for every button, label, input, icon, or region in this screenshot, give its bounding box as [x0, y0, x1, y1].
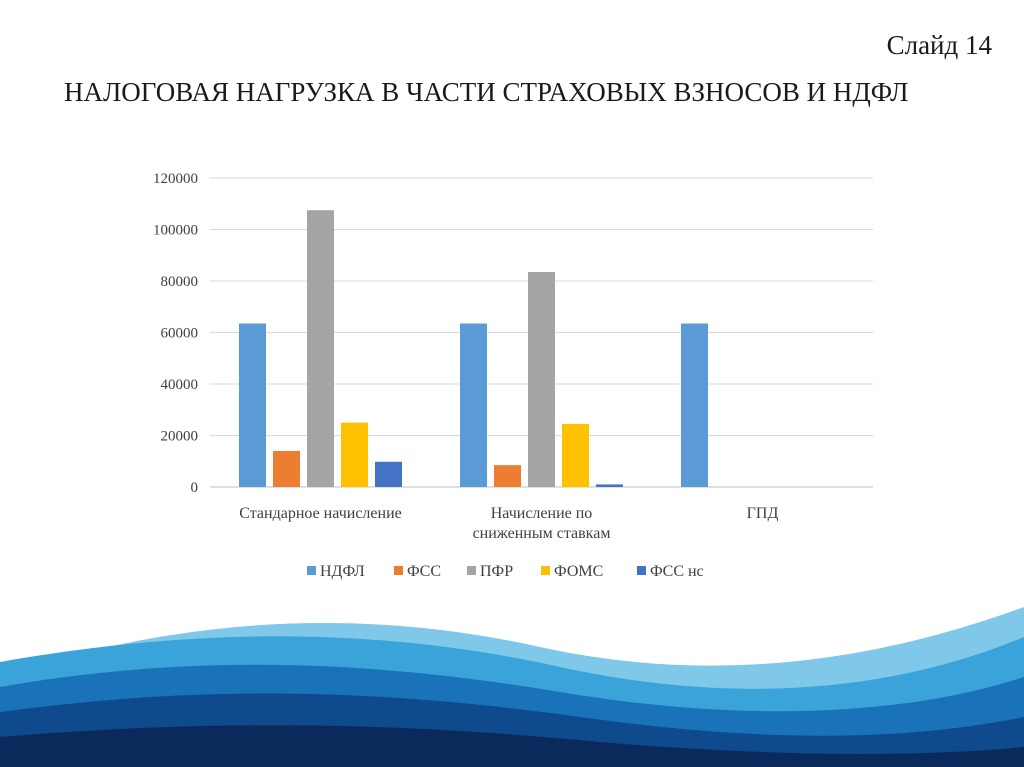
legend-swatch	[467, 566, 476, 575]
legend-swatch	[307, 566, 316, 575]
bar-3-1	[681, 323, 708, 487]
legend-swatch	[637, 566, 646, 575]
slide-number: Слайд 14	[886, 30, 992, 60]
legend-swatch	[541, 566, 550, 575]
bar-1-4	[341, 422, 368, 487]
legend: НДФЛ ФСС ПФР ФОМС ФСС нс	[307, 563, 704, 580]
bars	[239, 210, 708, 487]
legend-label: НДФЛ	[320, 563, 365, 580]
bar-2-5	[596, 484, 623, 487]
bar-1-5	[375, 461, 402, 487]
bar-1-2	[273, 450, 300, 487]
legend-label: ФСС нс	[650, 563, 704, 580]
legend-label: ПФР	[480, 563, 513, 580]
y-tick-label: 60000	[161, 326, 199, 342]
x-category-label: Начисление по	[491, 505, 593, 522]
y-tick-label: 20000	[161, 429, 199, 445]
y-tick-label: 120000	[153, 171, 198, 187]
bar-2-3	[528, 271, 555, 487]
x-category-label: сниженным ставкам	[473, 525, 611, 542]
y-tick-label: 100000	[153, 223, 198, 239]
x-category-label: Стандарное начисление	[239, 505, 401, 522]
bar-2-4	[562, 423, 589, 487]
wave-layer	[0, 725, 1024, 767]
y-tick-label: 40000	[161, 377, 199, 393]
legend-swatch	[394, 566, 403, 575]
bar-2-2	[494, 465, 521, 487]
x-axis-labels: Стандарное начисление Начисление по снижен…	[239, 505, 778, 542]
bar-1-1	[239, 323, 266, 487]
decorative-waves	[0, 607, 1024, 767]
y-tick-label: 80000	[161, 274, 199, 290]
x-category-label: ГПД	[747, 505, 779, 522]
legend-label: ФСС	[407, 563, 441, 580]
slide-title: НАЛОГОВАЯ НАГРУЗКА В ЧАСТИ СТРАХОВЫХ ВЗН…	[64, 77, 909, 107]
bar-1-3	[307, 210, 334, 487]
y-axis-ticks: 0 20000 40000 60000 80000 100000 120000	[153, 171, 198, 496]
y-tick-label: 0	[191, 480, 199, 496]
bar-chart: 0 20000 40000 60000 80000 100000 120000 Станда…	[153, 171, 873, 580]
bar-2-1	[460, 323, 487, 487]
legend-label: ФОМС	[554, 563, 603, 580]
